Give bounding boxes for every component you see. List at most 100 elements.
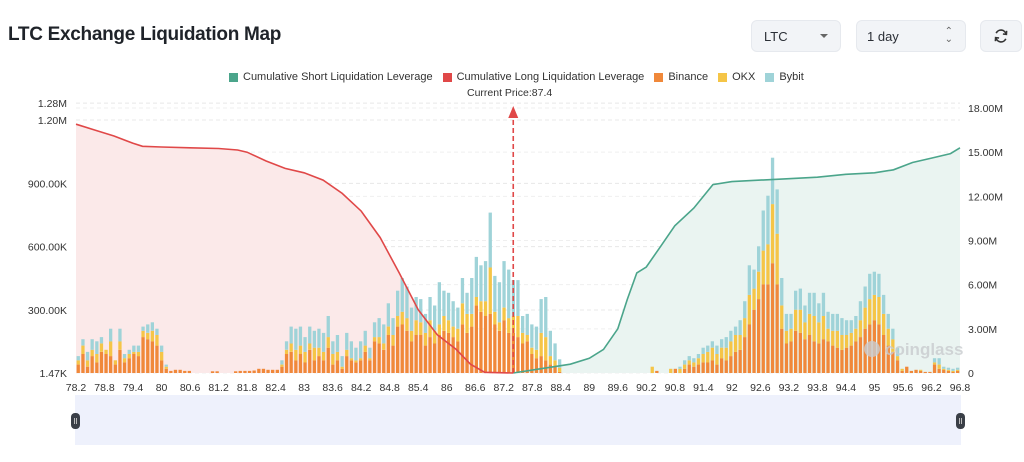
bar-binance xyxy=(113,364,117,373)
zoom-range-area[interactable] xyxy=(75,395,961,445)
legend-item[interactable]: Cumulative Short Liquidation Leverage xyxy=(229,71,433,83)
bar-okx xyxy=(400,311,404,325)
coin-select[interactable]: LTC xyxy=(751,20,841,52)
bar-binance xyxy=(831,345,835,373)
bar-binance xyxy=(146,339,150,373)
bar-binance xyxy=(284,354,289,373)
bar-bybit xyxy=(391,318,395,335)
bar-okx xyxy=(363,345,367,352)
bar-bybit xyxy=(442,290,446,316)
bar-binance xyxy=(521,343,525,373)
bar-bybit xyxy=(729,330,733,342)
bar-okx xyxy=(104,349,108,354)
bar-binance xyxy=(169,370,173,373)
short-cumulative-line xyxy=(513,147,961,374)
x-tick-label: 83.6 xyxy=(322,382,343,394)
bar-bybit xyxy=(479,265,483,302)
legend-item[interactable]: Binance xyxy=(654,71,708,83)
bar-bybit xyxy=(349,341,353,359)
bar-okx xyxy=(747,294,751,325)
bar-okx xyxy=(558,367,562,372)
bar-bybit xyxy=(733,326,738,335)
refresh-button[interactable] xyxy=(980,20,1022,52)
bar-okx xyxy=(895,356,900,361)
bar-bybit xyxy=(766,195,770,245)
bar-bybit xyxy=(761,210,765,251)
x-tick-label: 96.8 xyxy=(950,382,971,394)
bar-bybit xyxy=(99,337,104,344)
bar-binance xyxy=(266,369,270,373)
bar-binance xyxy=(95,362,99,373)
bar-bybit xyxy=(840,318,844,335)
bar-binance xyxy=(85,366,90,373)
legend-item[interactable]: Bybit xyxy=(765,71,804,83)
bar-binance xyxy=(817,343,821,373)
bar-binance xyxy=(923,371,927,373)
bar-okx xyxy=(349,358,353,361)
bar-okx xyxy=(368,358,372,361)
liquidation-chart: 1.47K 300.00K 600.00K 900.00K 1.20M 1.28M 0 3.0… xyxy=(28,98,1003,394)
bar-bybit xyxy=(780,278,784,306)
range-start-handle[interactable] xyxy=(71,413,80,429)
bar-binance xyxy=(312,360,316,373)
x-tick-label: 95.6 xyxy=(893,382,914,394)
bar-okx xyxy=(446,320,451,333)
bar-binance xyxy=(770,263,775,373)
bar-okx xyxy=(451,326,455,338)
coinglass-logo-icon xyxy=(864,341,880,357)
time-range-select[interactable]: 1 day ⌃ ⌄ xyxy=(856,20,966,52)
legend-item[interactable]: Cumulative Long Liquidation Leverage xyxy=(442,71,645,83)
bar-binance xyxy=(849,345,853,373)
bar-bybit xyxy=(470,278,474,314)
bar-bybit xyxy=(331,341,335,354)
bar-binance xyxy=(234,371,238,373)
y-left-tick-label: 900.00K xyxy=(28,178,67,190)
bar-okx xyxy=(284,349,289,354)
x-tick-label: 94.4 xyxy=(836,382,857,394)
bar-binance xyxy=(419,335,423,373)
range-end-handle[interactable] xyxy=(956,413,965,429)
bar-bybit xyxy=(122,354,127,359)
bar-binance xyxy=(372,341,377,373)
bar-binance xyxy=(155,345,159,373)
bar-binance xyxy=(826,341,830,373)
bar-bybit xyxy=(946,367,951,370)
x-tick-label: 83 xyxy=(298,382,310,394)
bar-binance xyxy=(132,354,136,373)
refresh-icon xyxy=(994,29,1008,43)
bar-okx xyxy=(113,360,117,365)
y-left-tick-label: 1.28M xyxy=(38,98,67,110)
bar-bybit xyxy=(451,301,455,327)
bar-binance xyxy=(247,370,252,373)
x-tick-label: 90.2 xyxy=(636,382,657,394)
legend-item[interactable]: OKX xyxy=(718,71,755,83)
legend-swatch xyxy=(654,72,664,82)
bar-bybit xyxy=(136,345,141,352)
bar-okx xyxy=(534,349,539,359)
bar-okx xyxy=(308,343,312,350)
bar-okx xyxy=(553,360,557,367)
bar-okx xyxy=(382,343,386,350)
bar-okx xyxy=(937,364,941,369)
bar-okx xyxy=(488,267,492,314)
bar-okx xyxy=(405,318,409,331)
bar-binance xyxy=(215,371,219,373)
bar-okx xyxy=(942,368,946,370)
bar-okx xyxy=(738,335,742,350)
bar-bybit xyxy=(794,290,798,310)
bar-okx xyxy=(359,358,363,361)
current-price-arrow-icon xyxy=(508,106,519,118)
bar-okx xyxy=(826,328,830,342)
legend-label: Cumulative Long Liquidation Leverage xyxy=(456,71,645,83)
bar-bybit xyxy=(493,275,497,312)
bar-bybit xyxy=(428,297,432,321)
y-left-tick-label: 600.00K xyxy=(28,242,67,254)
bar-okx xyxy=(678,368,682,373)
bar-bybit xyxy=(456,307,460,329)
bar-bybit xyxy=(872,271,876,295)
bar-okx xyxy=(160,351,164,361)
bar-bybit xyxy=(539,299,543,333)
bar-bybit xyxy=(507,269,511,319)
bar-bybit xyxy=(710,341,714,348)
bar-bybit xyxy=(146,324,150,333)
